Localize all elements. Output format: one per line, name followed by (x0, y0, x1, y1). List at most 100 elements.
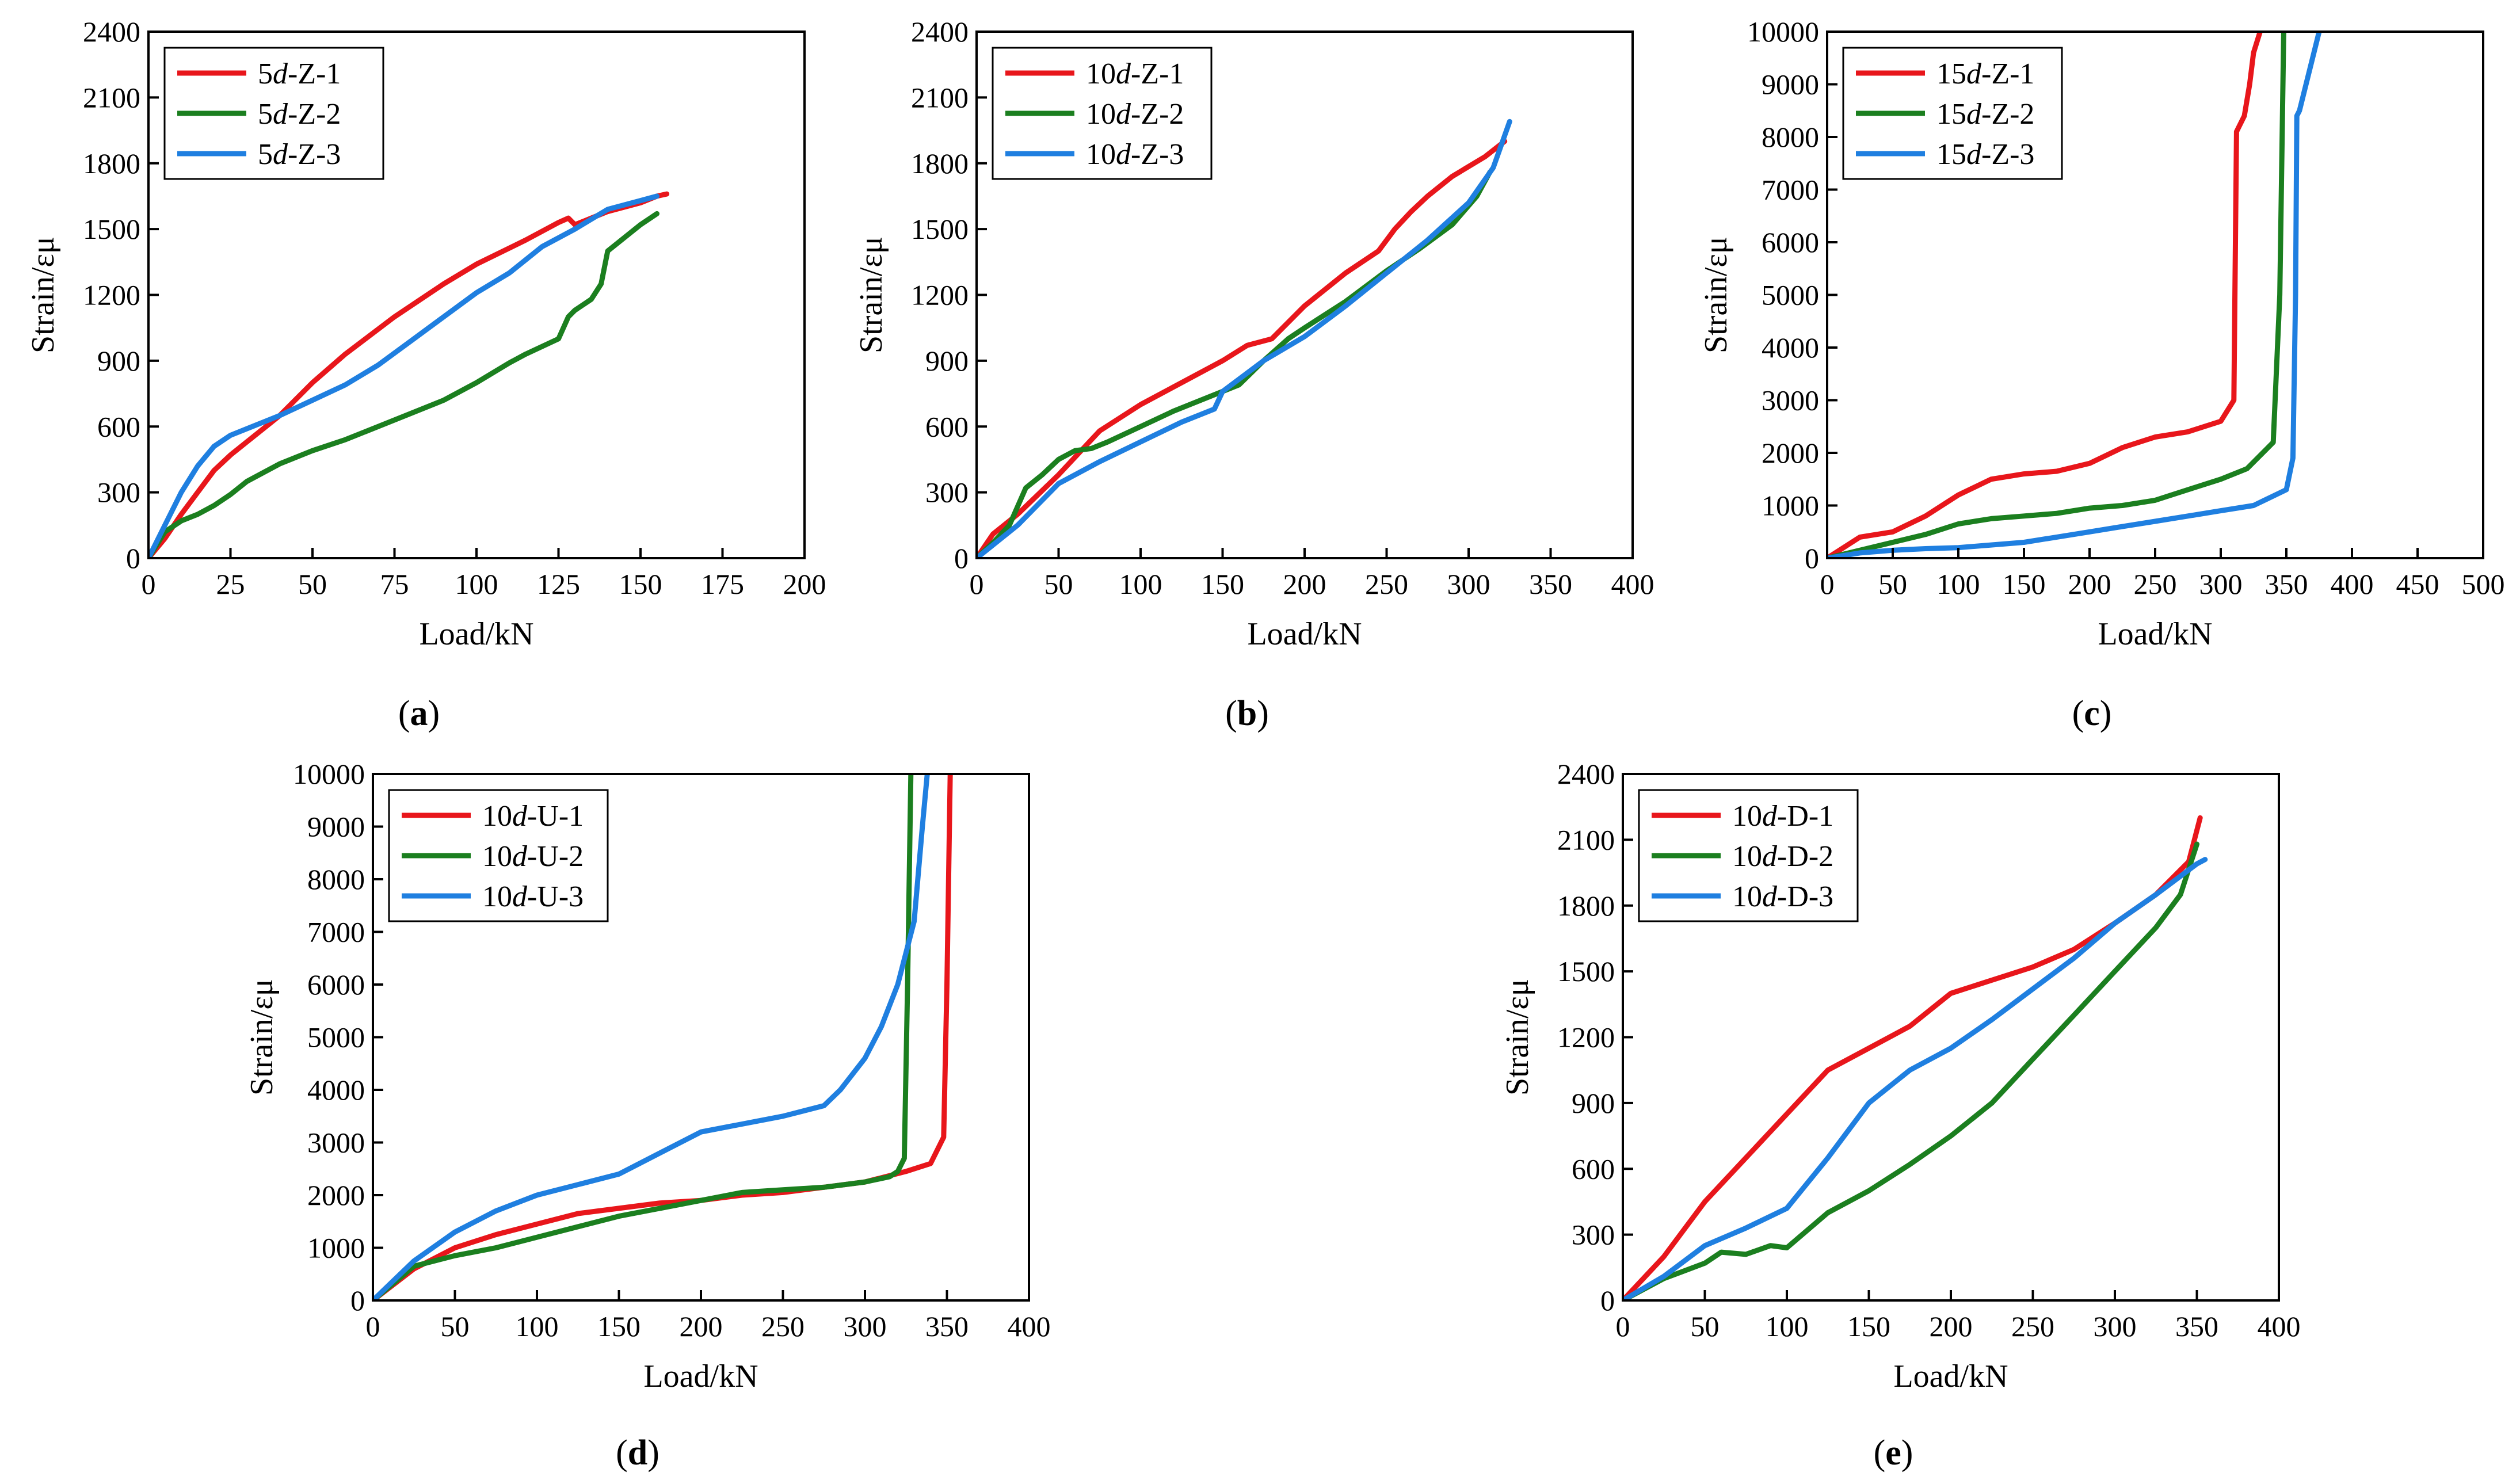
chart-d: 0 50 100 150 200 250 300 350 4000100020003000400… (244, 758, 1051, 1472)
series-line-c-2 (1827, 32, 2286, 558)
y-tick-label: 7000 (1762, 174, 1819, 206)
legend-entry-suffix: -Z-1 (288, 58, 341, 90)
y-tick-label: 1800 (1557, 890, 1615, 922)
legend-entry-prefix: 10 (1732, 800, 1762, 833)
series-line-c-3 (1827, 32, 2322, 558)
legend-entry-italic: d (1966, 58, 1982, 90)
subfigure-letter: b (1237, 694, 1257, 733)
x-tick-label: 300 (2094, 1310, 2137, 1342)
legend-entry-prefix: 15 (1936, 58, 1966, 90)
x-tick-label: 350 (925, 1310, 969, 1342)
x-tick-label: 250 (2011, 1310, 2054, 1342)
y-tick-label: 1000 (1762, 490, 1819, 522)
legend-entry-prefix: 10 (482, 840, 512, 873)
legend-entry-italic: d (1966, 138, 1982, 171)
x-tick-label: 400 (1008, 1310, 1051, 1342)
x-tick-label: 0 (142, 568, 156, 600)
x-axis-label: Load/kN (419, 616, 533, 652)
x-tick-label: 0 (1616, 1310, 1630, 1342)
legend-entry-suffix: -Z-1 (1131, 58, 1184, 90)
legend-entry-italic: d (512, 800, 528, 833)
legend-entry-suffix: -Z-3 (1981, 138, 2034, 171)
subfigure-letter: d (628, 1433, 647, 1472)
y-axis-label: Strain/εμ (244, 979, 280, 1096)
legend-entry-suffix: -Z-3 (288, 138, 341, 171)
x-tick-label: 150 (1201, 568, 1244, 600)
y-tick-label: 2000 (1762, 437, 1819, 469)
y-tick-label: 5000 (1762, 279, 1819, 311)
x-tick-label: 100 (455, 568, 498, 600)
legend-entry-italic: d (1762, 840, 1778, 873)
x-tick-label: 300 (1447, 568, 1490, 600)
y-tick-label: 6000 (1762, 226, 1819, 258)
y-tick-label: 2400 (1557, 758, 1615, 790)
x-tick-label: 50 (1878, 568, 1907, 600)
x-tick-label: 200 (783, 568, 826, 600)
legend-entry-italic: d (1762, 800, 1778, 833)
legend-entry-italic: d (1116, 58, 1131, 90)
series-line-b-3 (977, 119, 1512, 558)
y-tick-label: 2100 (911, 81, 969, 113)
legend-entry-suffix: -U-3 (527, 880, 584, 913)
y-tick-label: 300 (97, 476, 140, 509)
x-tick-label: 25 (216, 568, 245, 600)
x-tick-label: 0 (970, 568, 984, 600)
y-tick-label: 8000 (307, 863, 365, 895)
subfigure-label-e: (e) (1874, 1433, 1913, 1472)
x-tick-label: 350 (2175, 1310, 2218, 1342)
legend-entry: 5d-Z-3 (258, 138, 341, 171)
subfigure-letter: a (410, 694, 428, 733)
subfigure-label-c: (c) (2072, 694, 2112, 733)
legend-entry-italic: d (512, 840, 528, 873)
x-tick-label: 100 (1937, 568, 1980, 600)
y-tick-label: 9000 (1762, 68, 1819, 101)
legend-entry-prefix: 10 (1086, 98, 1116, 131)
y-tick-label: 300 (1572, 1219, 1615, 1251)
legend-entry-prefix: 5 (258, 98, 273, 131)
y-tick-label: 0 (350, 1284, 365, 1317)
legend-entry: 5d-Z-2 (258, 98, 341, 131)
subfigure-label-d: (d) (616, 1433, 659, 1472)
y-tick-label: 2400 (83, 16, 140, 48)
x-tick-label: 450 (2396, 568, 2439, 600)
x-tick-label: 50 (441, 1310, 470, 1342)
y-axis-label: Strain/εμ (853, 236, 889, 353)
x-tick-label: 125 (537, 568, 580, 600)
legend-entry-suffix: -Z-2 (1131, 98, 1184, 131)
x-tick-label: 150 (2003, 568, 2046, 600)
x-tick-label: 150 (597, 1310, 641, 1342)
chart-e: 0 50 100 150 200 250 300 350 400 0 300 600 900 1200 15… (1500, 758, 2301, 1472)
subfigure-letter: e (1885, 1433, 1901, 1472)
y-tick-label: 1500 (911, 213, 969, 245)
legend-c (1842, 47, 2063, 180)
y-tick-label: 1500 (1557, 955, 1615, 987)
y-tick-label: 0 (1805, 542, 1819, 574)
y-tick-label: 1000 (307, 1232, 365, 1264)
y-tick-label: 1800 (911, 147, 969, 180)
legend-entry: 10d-D-1 (1732, 800, 1833, 833)
x-tick-label: 400 (2331, 568, 2374, 600)
y-tick-label: 0 (1600, 1284, 1615, 1317)
x-tick-label: 500 (2462, 568, 2505, 600)
legend-entry: 15d-Z-1 (1936, 58, 2034, 90)
x-tick-label: 150 (1847, 1310, 1890, 1342)
legend-entry: 10d-D-3 (1732, 880, 1833, 913)
x-tick-label: 300 (2199, 568, 2243, 600)
y-tick-label: 2100 (1557, 823, 1615, 856)
y-tick-label: 600 (1572, 1153, 1615, 1185)
subfigure-letter: c (2084, 694, 2100, 733)
y-tick-label: 6000 (307, 968, 365, 1001)
y-tick-label: 600 (925, 410, 969, 442)
x-tick-label: 75 (380, 568, 409, 600)
legend-entry-italic: d (1116, 138, 1131, 171)
y-tick-label: 10000 (293, 758, 365, 790)
legend-entry: 5d-Z-1 (258, 58, 341, 90)
y-tick-label: 5000 (307, 1021, 365, 1054)
x-tick-label: 175 (701, 568, 744, 600)
y-tick-label: 1500 (83, 213, 140, 245)
y-axis-label: Strain/εμ (1698, 236, 1734, 353)
x-tick-label: 0 (366, 1310, 380, 1342)
y-tick-label: 1200 (83, 279, 140, 311)
y-tick-label: 3000 (307, 1127, 365, 1159)
legend-entry-suffix: -Z-2 (1981, 98, 2034, 131)
